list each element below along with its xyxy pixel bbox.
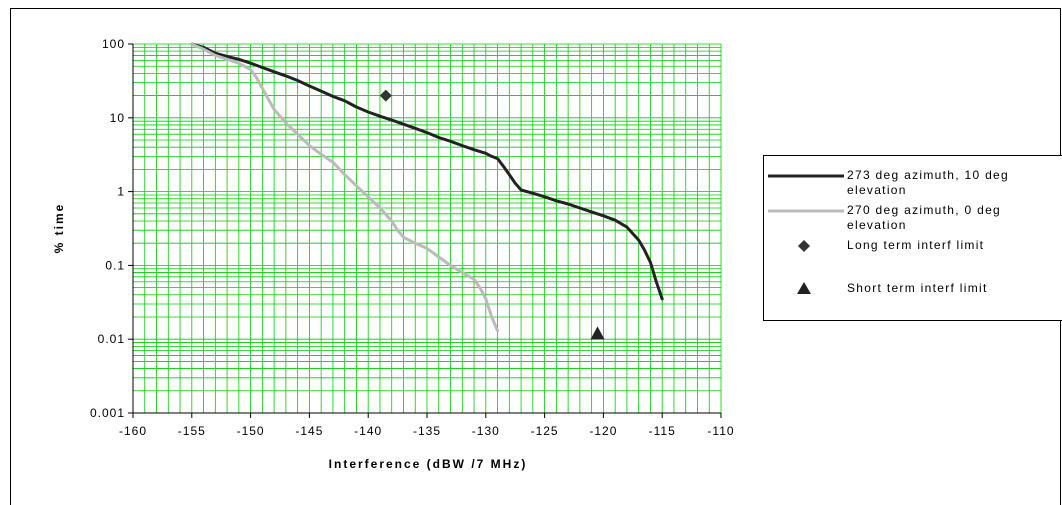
series-line-2 bbox=[190, 42, 500, 333]
legend-item-series-1: 273 deg azimuth, 10 deg elevation bbox=[764, 166, 1062, 200]
x-tick-label: -115 bbox=[649, 424, 676, 438]
y-tick-label: 1 bbox=[117, 185, 125, 199]
x-tick-label: -160 bbox=[119, 424, 147, 438]
y-tick-label: 10 bbox=[110, 111, 125, 125]
x-tick-label: -125 bbox=[531, 424, 559, 438]
triangle-marker-icon bbox=[797, 282, 811, 294]
axes bbox=[128, 43, 722, 418]
y-tick-label: 100 bbox=[102, 37, 125, 51]
legend-label-short-term: Short term interf limit bbox=[847, 281, 988, 295]
x-tick-label: -120 bbox=[589, 424, 617, 438]
x-tick-label: -140 bbox=[354, 424, 382, 438]
x-tick-label: -135 bbox=[413, 424, 441, 438]
legend-swatch-series-2 bbox=[768, 209, 844, 213]
y-tick-label: 0.01 bbox=[98, 332, 125, 346]
series-layer bbox=[190, 42, 664, 340]
short-term-limit-marker bbox=[590, 326, 605, 340]
long-term-limit-marker bbox=[379, 89, 392, 102]
legend-item-long-term: Long term interf limit bbox=[764, 238, 1062, 258]
grid bbox=[132, 43, 722, 414]
x-tick-label: -130 bbox=[472, 424, 500, 438]
legend-label-series-2: 270 deg azimuth, 0 deg elevation bbox=[847, 203, 1002, 232]
y-tick-label: 0.001 bbox=[90, 406, 125, 420]
y-tick-label: 0.1 bbox=[105, 258, 125, 272]
x-tick-label: -155 bbox=[178, 424, 206, 438]
y-axis-title: % time bbox=[52, 203, 66, 254]
series-line-1 bbox=[190, 42, 664, 301]
legend-label-series-1: 273 deg azimuth, 10 deg elevation bbox=[847, 168, 1009, 197]
legend-item-series-2: 270 deg azimuth, 0 deg elevation bbox=[764, 201, 1062, 235]
legend-label-long-term: Long term interf limit bbox=[847, 238, 985, 252]
legend: 273 deg azimuth, 10 deg elevation 270 de… bbox=[763, 155, 1062, 321]
legend-item-short-term: Short term interf limit bbox=[764, 281, 1062, 301]
diamond-marker-icon bbox=[798, 240, 810, 252]
tick-labels: -160 -155 -150 -145 -140 -135 -130 -125 -120 -115… bbox=[90, 37, 734, 438]
x-axis-title: Interference (dBW /7 MHz) bbox=[329, 457, 528, 471]
x-tick-label: -145 bbox=[295, 424, 323, 438]
x-tick-label: -110 bbox=[707, 424, 734, 438]
x-tick-label: -150 bbox=[237, 424, 265, 438]
legend-swatch-series-1 bbox=[768, 174, 844, 178]
